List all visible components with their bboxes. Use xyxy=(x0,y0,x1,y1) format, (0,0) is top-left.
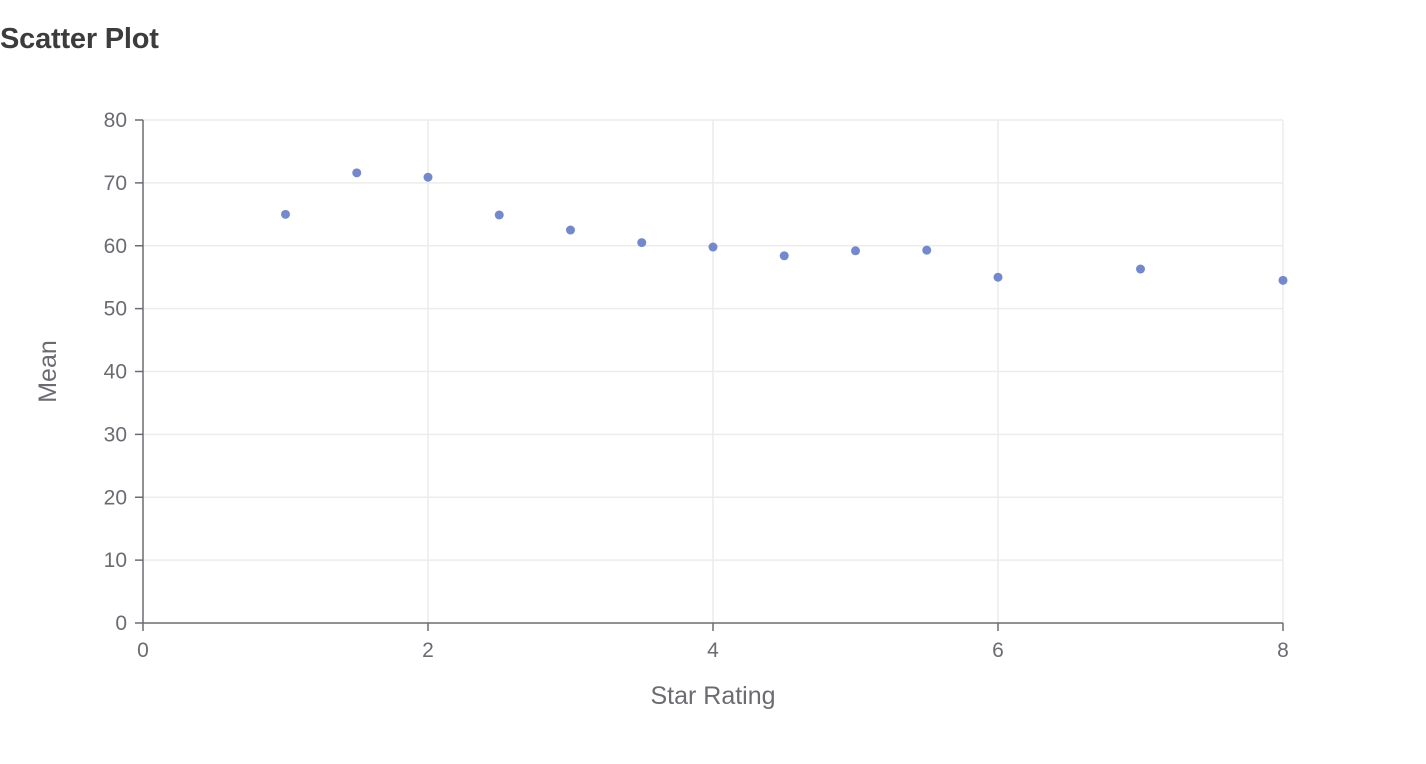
y-tick-label: 60 xyxy=(104,235,127,258)
tick-labels: 0 10 20 30 40 50 60 70 80 0 2 4 6 8 xyxy=(104,109,1289,662)
x-axis-title: Star Rating xyxy=(650,682,775,710)
y-tick-label: 80 xyxy=(104,109,127,132)
y-tick-label: 40 xyxy=(104,361,127,384)
scatter-point xyxy=(352,168,362,178)
axes xyxy=(135,119,1284,631)
scatter-point xyxy=(281,209,290,219)
y-tick-label: 20 xyxy=(104,486,127,509)
scatter-point xyxy=(779,251,789,261)
y-tick-label: 0 xyxy=(115,612,127,635)
grid xyxy=(143,119,1284,623)
scatter-point xyxy=(1278,275,1288,285)
scatter-point xyxy=(851,246,860,256)
y-tick-label: 30 xyxy=(104,423,127,446)
scatter-point xyxy=(1136,264,1145,274)
x-tick-label: 0 xyxy=(137,639,149,662)
x-tick-label: 4 xyxy=(707,639,719,662)
scatter-point xyxy=(494,210,504,220)
x-tick-label: 8 xyxy=(1277,639,1289,662)
scatter-point xyxy=(423,172,433,182)
scatter-point xyxy=(993,272,1003,282)
y-tick-label: 10 xyxy=(104,549,127,572)
scatter-point xyxy=(637,238,647,248)
x-tick-label: 6 xyxy=(992,639,1004,662)
y-tick-label: 70 xyxy=(104,172,127,195)
y-axis-title: Mean xyxy=(34,340,62,403)
chart-title: Scatter Plot xyxy=(0,23,159,55)
data-points xyxy=(281,168,1288,285)
y-tick-label: 50 xyxy=(104,298,127,321)
scatter-point xyxy=(922,245,932,255)
x-tick-label: 2 xyxy=(422,639,434,662)
scatter-point xyxy=(566,225,575,235)
scatter-point xyxy=(708,242,718,252)
